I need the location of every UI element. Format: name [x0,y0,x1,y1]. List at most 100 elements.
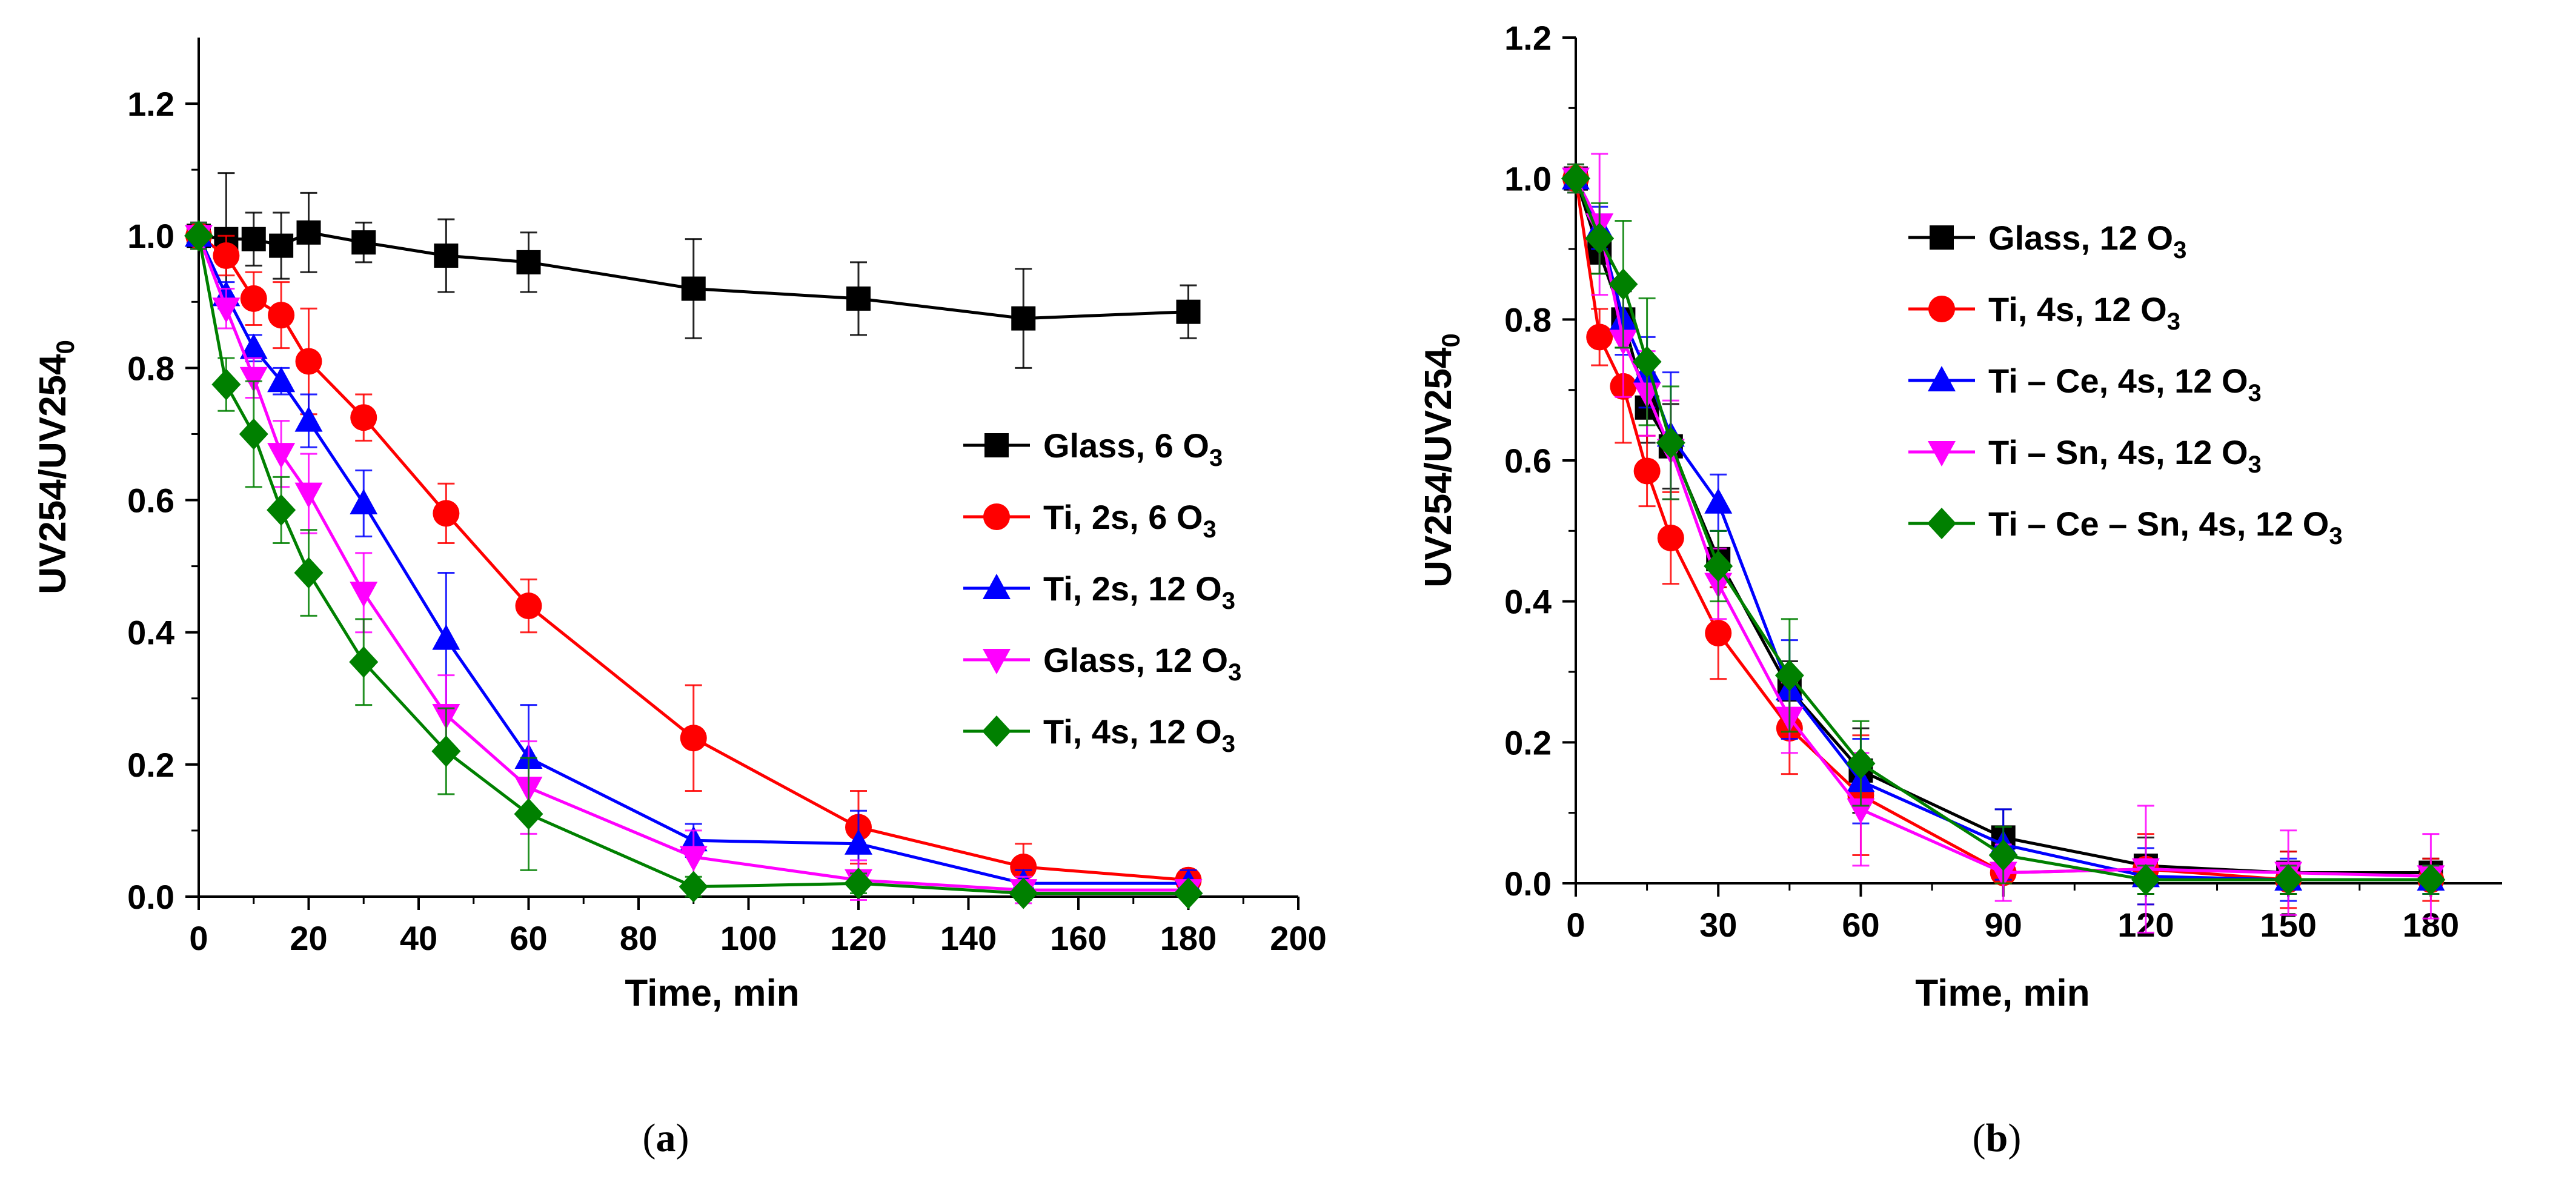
data-point [1705,620,1732,647]
data-point [211,368,241,400]
data-point [350,404,377,431]
legend-item: Glass, 6 O3 [963,427,1223,471]
data-point [1586,324,1613,351]
data-point [269,233,294,258]
panel-label-open: ( [643,1116,656,1160]
y-tick-label: 1.0 [127,217,174,255]
legend-label-subscript: 3 [2167,308,2180,335]
y-axis-title-main: UV254/UV254 [1418,347,1459,588]
data-point [681,276,706,301]
data-point [679,871,708,903]
legend-marker [983,503,1010,530]
legend-item: Ti, 4s, 12 O3 [1908,290,2180,335]
data-point [294,482,323,508]
y-axis-title: UV254/UV2540 [1418,333,1465,588]
x-tick-label: 90 [1985,906,2022,944]
legend-item: Glass, 12 O3 [1908,219,2186,264]
series-line [1574,178,2431,881]
x-tick-label: 0 [1566,906,1585,944]
y-tick-label: 0.2 [127,746,174,784]
series-line [197,235,1189,892]
panel-label-close: ) [676,1116,689,1160]
legend-label-subscript: 3 [1228,659,1241,686]
y-tick-label: 1.0 [1504,160,1552,198]
legend-label-main: Ti – Ce – Sn, 4s, 12 O [1988,505,2329,543]
chart-panel-b: 0 30 60 90 120 150 1800.00.20.40.60.81.01.2Tim… [1418,19,2502,1160]
legend-marker [982,715,1011,747]
data-point [1657,524,1684,551]
panel-label: (b) [1973,1116,2022,1160]
data-point [433,500,460,527]
legend-label: Glass, 6 O3 [1043,427,1223,471]
data-point [680,725,707,752]
series-5 [184,220,1203,909]
legend-label-main: Ti, 4s, 12 O [1043,712,1222,751]
data-point [1988,839,2018,871]
legend-label-subscript: 3 [2173,237,2186,264]
legend-marker [983,574,1011,599]
legend-marker [984,433,1009,457]
data-point [1847,798,1875,824]
data-point [1585,222,1615,254]
series-5 [1561,162,2446,896]
data-point [350,582,378,608]
data-point [1656,427,1685,459]
x-tick-label: 40 [400,919,437,957]
data-point [845,829,872,855]
legend-label: Glass, 12 O3 [1988,219,2186,264]
data-point [516,250,541,274]
chart-panel-a: 0 20 40 60 80 100 120 140 160 180 200 0.0 0.2 0.4 0.6 0… [32,38,1327,1160]
legend-label: Ti, 2s, 12 O3 [1043,569,1235,614]
series-line [1574,178,2431,878]
legend-marker [1928,366,1956,391]
y-tick-label: 0.8 [127,349,174,387]
y-tick-label: 1.2 [127,85,174,123]
x-tick-label: 200 [1270,919,1326,957]
panel-label-open: ( [1973,1116,1986,1160]
legend-item: Ti, 2s, 12 O3 [963,569,1235,614]
data-point [844,868,873,900]
legend-label-main: Ti, 2s, 6 O [1043,498,1203,536]
data-point [434,243,459,268]
legend-label-main: Ti – Ce, 4s, 12 O [1988,362,2248,400]
data-point [1704,488,1733,514]
legend-item: Glass, 12 O3 [963,641,1241,686]
data-point [1011,306,1036,331]
data-point [239,367,268,393]
y-tick-label: 0.4 [127,614,174,652]
data-point [241,227,266,251]
legend-label: Ti – Sn, 4s, 12 O3 [1988,433,2262,478]
legend-label-subscript: 3 [2248,451,2262,478]
data-point [268,302,295,329]
series-1 [187,172,1201,369]
x-tick-label: 120 [830,919,886,957]
legend-item: Ti – Sn, 4s, 12 O3 [1908,433,2262,478]
legend-label: Glass, 12 O3 [1043,641,1241,686]
data-point [514,798,543,830]
data-point [239,333,268,359]
x-axis-title: Time, min [625,972,799,1014]
x-tick-label: 30 [1699,906,1737,944]
data-point [349,646,379,678]
legend-label: Ti, 4s, 12 O3 [1043,712,1235,757]
series-line [197,235,1189,885]
legend-marker [1928,296,1955,322]
y-axis-title-subscript: 0 [1436,333,1465,347]
legend-marker [1928,441,1956,466]
y-tick-label: 0.0 [127,878,174,916]
y-axis-title-main: UV254/UV254 [32,354,74,594]
legend-item: Ti, 4s, 12 O3 [963,712,1235,757]
x-tick-label: 160 [1050,919,1106,957]
legend-label-subscript: 3 [1203,516,1217,543]
data-point [267,443,296,469]
panel-label: (a) [643,1116,689,1160]
legend-label-main: Ti, 4s, 12 O [1988,290,2167,328]
x-tick-label: 60 [510,919,547,957]
y-axis-title-subscript: 0 [51,340,79,354]
data-point [350,488,378,514]
data-point [679,846,708,872]
legend-label-main: Glass, 12 O [1043,641,1228,679]
data-point [1633,457,1661,485]
